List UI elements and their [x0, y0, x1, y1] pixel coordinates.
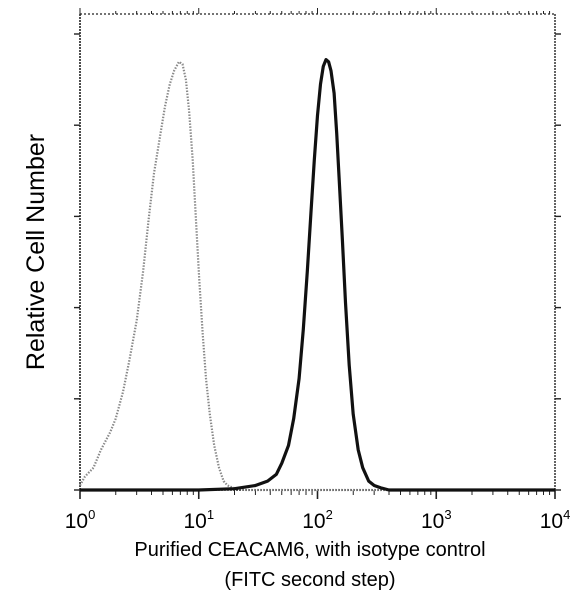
plot-axes — [79, 13, 556, 491]
x-axis-label-line1: Purified CEACAM6, with isotype control — [134, 539, 485, 561]
series-group — [79, 57, 555, 492]
x-tick-labels: 100 101 102 103 104 — [65, 507, 571, 533]
x-tick-label: 100 — [65, 507, 96, 533]
ceacam6-curve — [80, 57, 555, 492]
x-tick-label: 101 — [183, 507, 214, 533]
y-axis-label: Relative Cell Number — [22, 134, 50, 370]
x-tick-label: 103 — [421, 507, 452, 533]
y-axis-ticks — [74, 33, 561, 491]
x-axis-label-line2: (FITC second step) — [224, 569, 395, 591]
isotype-control-curve — [79, 60, 555, 492]
x-tick-label: 102 — [302, 507, 333, 533]
x-tick-label: 104 — [540, 507, 571, 533]
x-axis-ticks — [79, 8, 556, 499]
